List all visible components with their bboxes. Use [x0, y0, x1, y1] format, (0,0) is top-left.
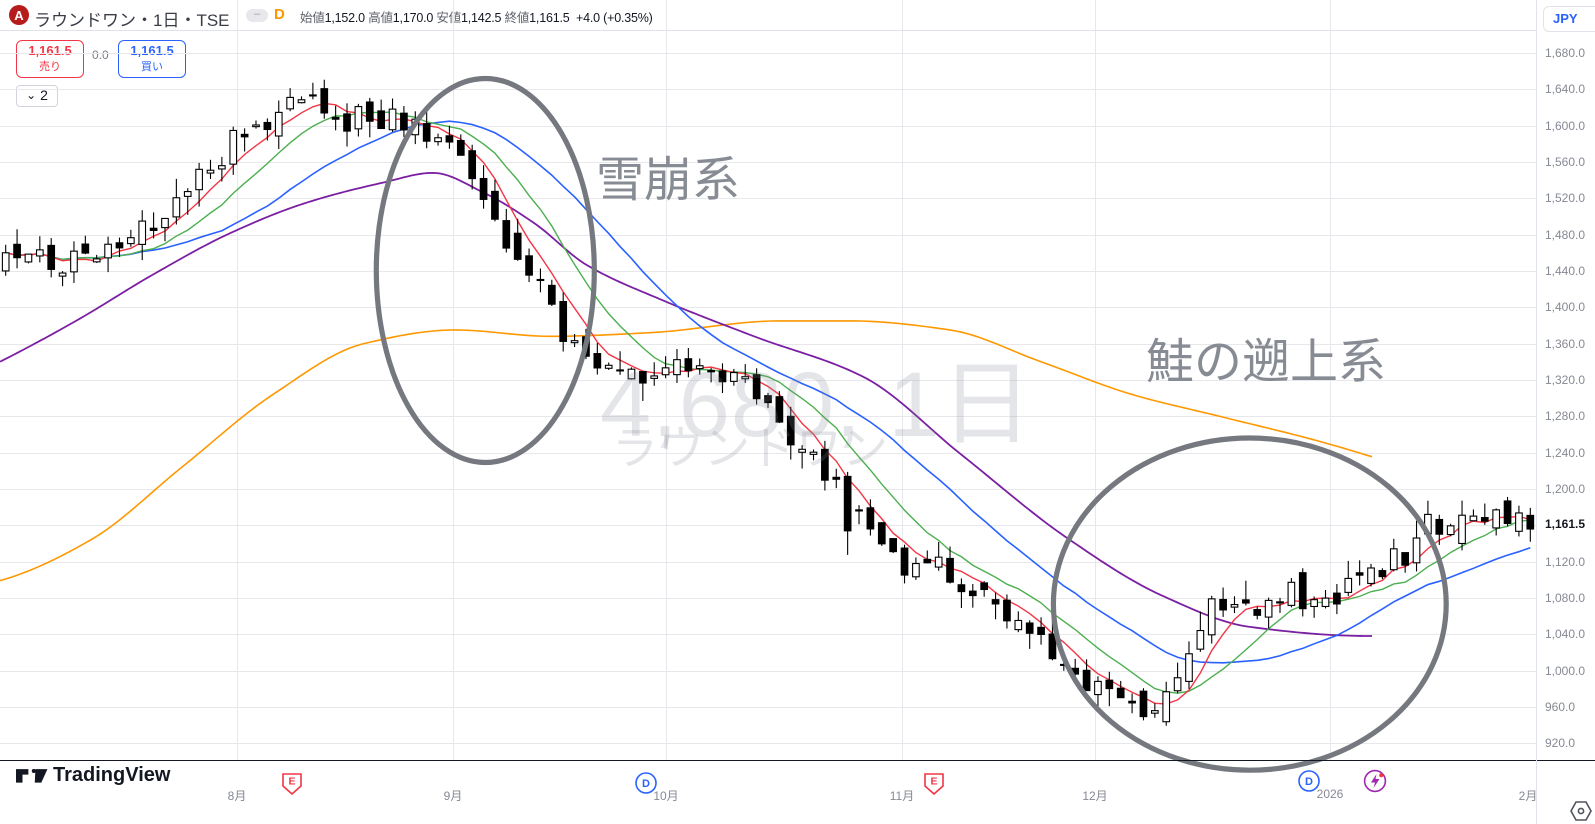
- svg-text:D: D: [642, 778, 650, 790]
- svg-text:E: E: [288, 776, 295, 788]
- svg-text:D: D: [1305, 776, 1313, 788]
- svg-text:E: E: [930, 776, 937, 788]
